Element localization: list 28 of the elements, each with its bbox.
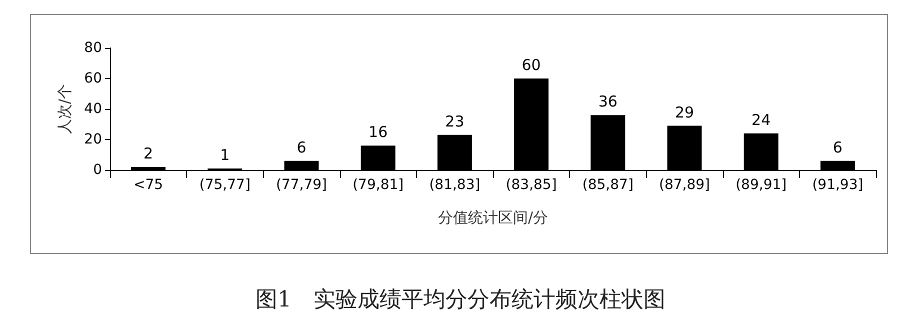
data-label: 29 (674, 103, 694, 122)
y-tick-label: 60 (84, 70, 102, 86)
y-tick-label: 40 (84, 101, 102, 117)
y-axis-title: 人次/个 (56, 84, 74, 134)
x-tick-label: (77,79] (276, 177, 328, 193)
x-tick-label: (91,93] (812, 177, 864, 193)
x-tick-label: (87,89] (658, 177, 710, 193)
data-label: 2 (144, 144, 154, 162)
x-tick-label: (83,85] (506, 177, 557, 193)
data-label: 36 (598, 92, 618, 111)
text: 图1 实验成绩平均分分布统计频次柱状图 (256, 288, 666, 312)
x-tick-label: (75,77] (199, 177, 250, 193)
data-label: 23 (445, 112, 464, 130)
y-tick-label: 0 (93, 162, 102, 178)
data-label: 1 (220, 146, 230, 164)
data-label: 6 (832, 138, 842, 156)
y-tick-label: 80 (84, 40, 102, 56)
x-tick-label: <75 (134, 177, 164, 193)
x-tick-label: (89,91] (736, 177, 787, 193)
x-tick-label: (85,87] (582, 177, 634, 193)
x-axis-title: 分值统计区间/分 (438, 208, 548, 226)
data-label: 6 (296, 138, 306, 156)
x-tick-label: (81,83] (429, 177, 480, 193)
data-label: 24 (752, 110, 771, 129)
y-tick-label: 20 (84, 132, 102, 148)
x-tick-label: (79,81] (352, 177, 404, 193)
data-label: 60 (522, 56, 541, 74)
data-label: 16 (368, 123, 388, 142)
